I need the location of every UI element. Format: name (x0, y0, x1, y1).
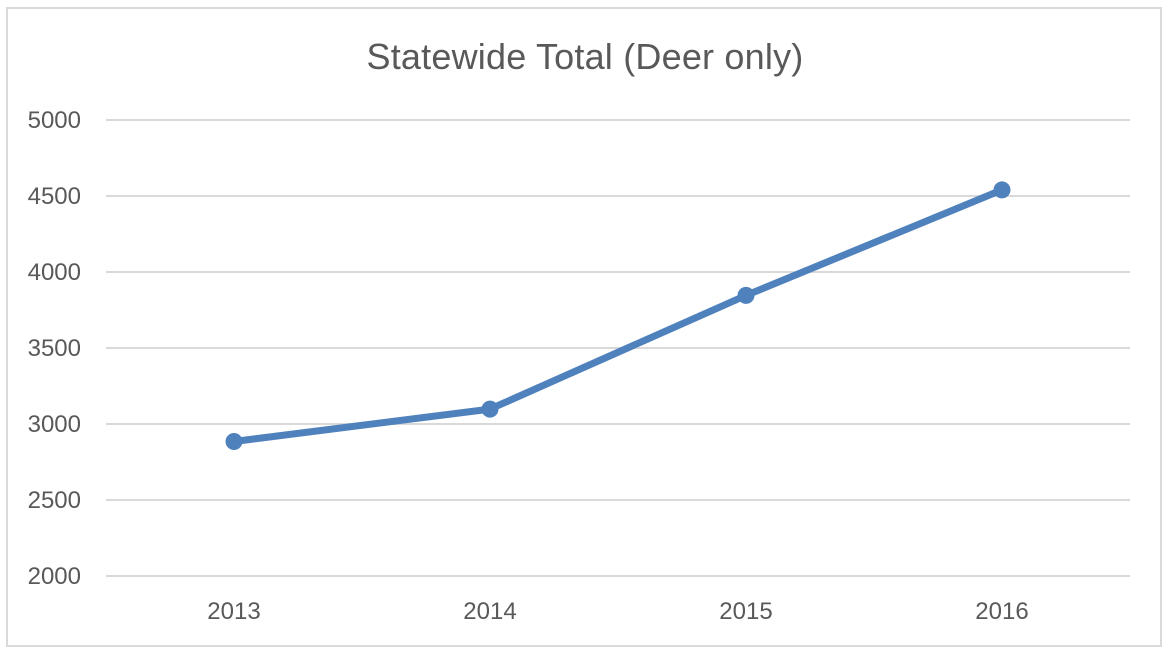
data-point-2013 (225, 432, 243, 450)
x-tick-label: 2016 (975, 598, 1028, 625)
series-layer (225, 181, 1011, 450)
x-tick-label: 2015 (719, 598, 772, 625)
y-tick-label: 2000 (28, 563, 81, 590)
series-line (230, 186, 1006, 445)
chart-area (6, 7, 1162, 647)
x-tick-label: 2014 (463, 598, 516, 625)
data-point-2016 (993, 181, 1011, 199)
chart-title: Statewide Total (Deer only) (366, 36, 804, 77)
data-point-2015 (737, 286, 755, 304)
y-tick-label: 5000 (28, 107, 81, 134)
y-tick-label: 4000 (28, 259, 81, 286)
y-tick-label: 3000 (28, 411, 81, 438)
gridlines (106, 119, 1130, 577)
y-tick-label: 2500 (28, 487, 81, 514)
x-tick-label: 2013 (207, 598, 260, 625)
y-axis-ticks: 2000 2500 3000 3500 4000 4500 5000 (28, 107, 81, 590)
y-tick-label: 3500 (28, 335, 81, 362)
data-point-2014 (481, 400, 499, 418)
y-tick-label: 4500 (28, 183, 81, 210)
x-axis-ticks: 2013 2014 2015 2016 (207, 598, 1028, 625)
